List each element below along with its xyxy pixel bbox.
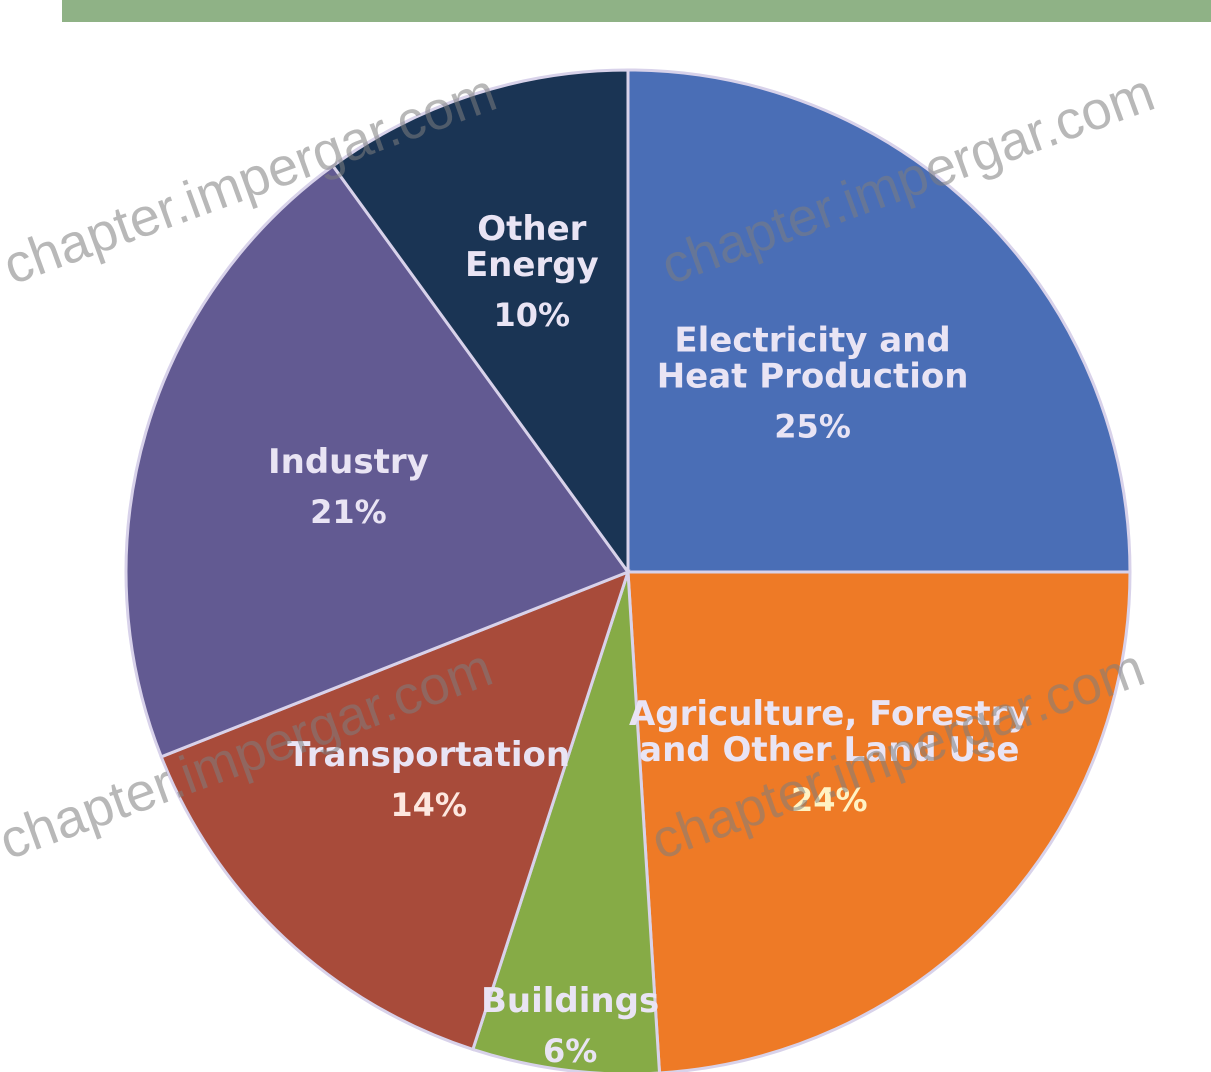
slice-label: Energy <box>465 245 599 285</box>
slice-label: Agriculture, Forestry <box>629 694 1030 734</box>
slice-value-label: 24% <box>791 781 868 819</box>
slice-value-label: 21% <box>310 493 387 531</box>
pie-slice-buildings <box>470 571 661 1072</box>
slice-label-group: Industry 21% <box>268 442 429 531</box>
slice-label: Other <box>477 209 586 249</box>
slice-label: Buildings <box>481 981 659 1021</box>
slice-value-label: 25% <box>774 407 851 445</box>
pie-slice-agriculture-forestry-and-other-land-use <box>626 570 1132 1072</box>
slice-value-label: 6% <box>543 1032 597 1070</box>
header-bar <box>62 0 1211 22</box>
slice-label: Heat Production <box>657 356 969 396</box>
pie-slice-other-energy <box>330 68 630 577</box>
slice-label-group: Buildings 6% <box>481 981 659 1070</box>
pie-slices <box>124 68 1132 1072</box>
pie-slice-electricity-and-heat-production <box>626 68 1132 574</box>
pie-slice-transportation <box>159 569 631 1052</box>
slice-value-label: 10% <box>494 296 571 334</box>
slice-label: and Other Land Use <box>639 730 1019 770</box>
slice-label: Transportation <box>287 735 570 775</box>
slice-label: Industry <box>268 442 429 482</box>
slice-value-label: 14% <box>390 786 467 824</box>
pie-slice-industry <box>124 163 631 759</box>
slice-label-group: Transportation 14% <box>287 735 570 824</box>
slice-label: Electricity and <box>674 320 950 360</box>
